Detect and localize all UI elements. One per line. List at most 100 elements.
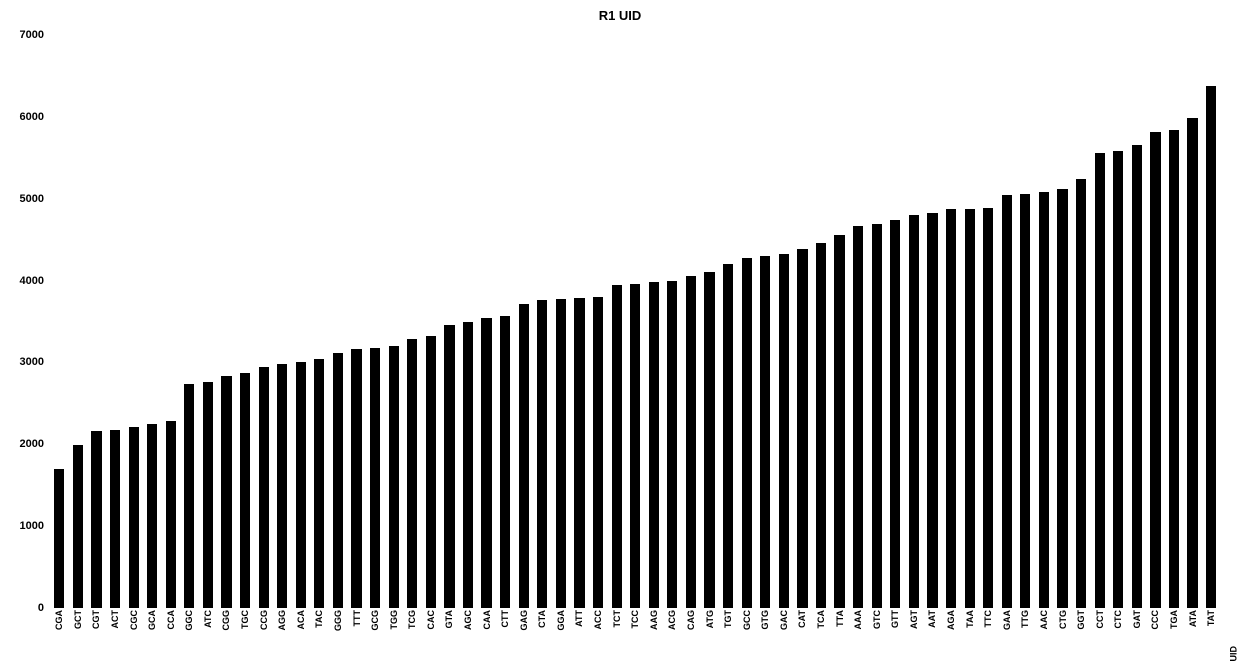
bar — [723, 264, 733, 608]
bar-slot — [682, 35, 701, 608]
x-tick-label: GTG — [760, 610, 770, 630]
x-label-slot: GCT — [69, 608, 88, 648]
bar — [407, 339, 417, 608]
x-tick-label: GAT — [1132, 610, 1142, 628]
bar — [1039, 192, 1049, 608]
x-label-slot: AAC — [1035, 608, 1054, 648]
x-tick-label: TCT — [612, 610, 622, 628]
bar-slot — [960, 35, 979, 608]
x-label-slot: ACA — [292, 608, 311, 648]
x-tick-label: AAC — [1039, 610, 1049, 630]
bar — [73, 445, 83, 608]
bar — [872, 224, 882, 608]
x-label-slot: AAT — [923, 608, 942, 648]
chart-container: R1 UID 01000200030004000500060007000 CGA… — [0, 0, 1240, 648]
bar — [704, 272, 714, 608]
bar — [351, 349, 361, 608]
bar — [500, 316, 510, 608]
x-label-slot: CGG — [217, 608, 236, 648]
x-label-slot: ATG — [700, 608, 719, 648]
x-tick-label: ACG — [667, 610, 677, 630]
x-tick-label: GAA — [1002, 610, 1012, 630]
x-tick-label: GCG — [370, 610, 380, 631]
bar-slot — [273, 35, 292, 608]
x-label-slot: TAT — [1202, 608, 1221, 648]
x-tick-label: CTG — [1058, 610, 1068, 629]
bar-slot — [1035, 35, 1054, 608]
x-label-slot: ACG — [663, 608, 682, 648]
x-label-slot: ACC — [589, 608, 608, 648]
bar-slot — [180, 35, 199, 608]
bar — [203, 382, 213, 608]
x-label-slot: CTG — [1053, 608, 1072, 648]
chart-title: R1 UID — [0, 8, 1240, 23]
x-label-slot: CCT — [1090, 608, 1109, 648]
bar-slot — [440, 35, 459, 608]
bar — [1057, 189, 1067, 608]
bar — [649, 282, 659, 608]
x-label-slot: ATC — [199, 608, 218, 648]
bar-slot — [1146, 35, 1165, 608]
x-tick-label: TTA — [835, 610, 845, 627]
x-tick-label: AGC — [463, 610, 473, 630]
plot-area — [50, 35, 1220, 608]
x-axis-title: UID — [1228, 646, 1238, 662]
x-label-slot: GCA — [143, 608, 162, 648]
bar-slot — [1109, 35, 1128, 608]
x-label-slot: TGA — [1165, 608, 1184, 648]
x-label-slot: AAG — [645, 608, 664, 648]
bar — [612, 285, 622, 608]
bar — [1095, 153, 1105, 608]
x-tick-label: TGC — [240, 610, 250, 629]
x-label-slot: CTT — [496, 608, 515, 648]
x-label-slot: CAG — [682, 608, 701, 648]
y-tick-label: 6000 — [20, 111, 44, 123]
y-tick-label: 5000 — [20, 193, 44, 205]
x-tick-label: AAG — [649, 610, 659, 630]
bar-slot — [310, 35, 329, 608]
y-tick-label: 4000 — [20, 275, 44, 287]
x-tick-label: ATA — [1188, 610, 1198, 627]
x-label-slot: CCC — [1146, 608, 1165, 648]
bar-slot — [384, 35, 403, 608]
x-label-slot: GTC — [867, 608, 886, 648]
bar — [667, 281, 677, 608]
bar-slot — [366, 35, 385, 608]
bar — [129, 427, 139, 608]
x-tick-label: GGT — [1076, 610, 1086, 630]
x-tick-label: AGA — [946, 610, 956, 630]
x-tick-label: ACT — [110, 610, 120, 629]
x-tick-label: CAT — [797, 610, 807, 628]
bar-slot — [1090, 35, 1109, 608]
bar-slot — [626, 35, 645, 608]
bar-slot — [830, 35, 849, 608]
bar — [221, 376, 231, 608]
bar-slot — [292, 35, 311, 608]
bar — [1187, 118, 1197, 608]
bar-slot — [254, 35, 273, 608]
bar — [574, 298, 584, 608]
bar — [240, 373, 250, 608]
x-label-slot: GGG — [329, 608, 348, 648]
x-label-slot: CCG — [254, 608, 273, 648]
x-tick-label: TTC — [983, 610, 993, 628]
bar — [983, 208, 993, 608]
x-label-slot: CGT — [87, 608, 106, 648]
x-label-slot: GCG — [366, 608, 385, 648]
bar — [91, 431, 101, 608]
x-tick-label: GGC — [184, 610, 194, 631]
bar — [927, 213, 937, 608]
x-label-slot: GGA — [552, 608, 571, 648]
bar-slot — [942, 35, 961, 608]
bar-slot — [645, 35, 664, 608]
x-label-slot: TGT — [719, 608, 738, 648]
bar — [1150, 132, 1160, 608]
bar-slot — [979, 35, 998, 608]
x-tick-label: GGA — [556, 610, 566, 631]
bar — [463, 322, 473, 609]
bar-slot — [663, 35, 682, 608]
bar — [519, 304, 529, 609]
x-tick-label: ATG — [705, 610, 715, 628]
x-tick-label: TCC — [630, 610, 640, 629]
bar-slot — [143, 35, 162, 608]
